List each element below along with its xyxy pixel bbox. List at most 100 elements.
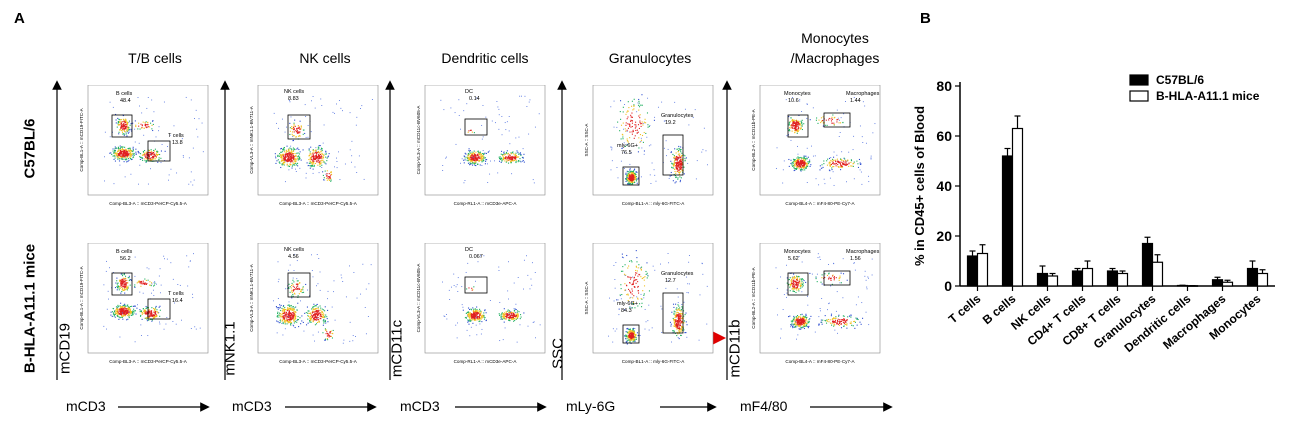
gate-box	[464, 276, 488, 294]
bar-hla	[976, 252, 989, 287]
gate-value: 56.2	[120, 256, 131, 262]
event-dots	[103, 96, 204, 186]
plot-y-axis-label: Comp-BL1-A :: mCD19-FITC-A	[79, 265, 84, 329]
column-title-tb: T/B cells	[128, 50, 182, 66]
event-dots	[273, 96, 373, 183]
gate-name: NK cells	[284, 247, 304, 253]
plot-frame	[424, 243, 546, 354]
y-tick-label: 0	[944, 278, 952, 294]
plot-y-axis-label: Comp-BL2-A :: mCD11b-PE-A	[751, 108, 756, 170]
y-marker-col5: mCD11b	[726, 319, 744, 378]
gate-value: 0.067	[469, 254, 483, 260]
gate-box	[111, 114, 133, 138]
plot-frame	[759, 243, 881, 354]
gate-name: Macrophages	[846, 91, 880, 97]
plot-y-axis-label: Comp-VL3-A :: mNK1.1-BV711-A	[249, 263, 254, 332]
y-tick-label: 40	[936, 178, 952, 194]
gate-box	[787, 114, 809, 138]
gate-name: T cells	[168, 291, 184, 297]
gate-box	[287, 272, 311, 298]
plot-y-axis-label: SSC-A :: SSC-A	[584, 281, 589, 315]
bar-c57	[1036, 272, 1049, 287]
panel-letter-a: A	[14, 10, 25, 27]
plot-frame	[257, 243, 379, 354]
gate-box	[662, 134, 684, 176]
x-marker-col5: mF4/80	[740, 398, 788, 414]
y-tick-label: 60	[936, 128, 952, 144]
gate-value: 1.56	[850, 256, 861, 262]
gate-box	[147, 298, 171, 320]
gate-box	[147, 140, 171, 162]
legend-swatch	[1129, 74, 1149, 86]
plot-x-axis-label: Comp-BL3-A :: mCD3-PerCP-Cy5.5-A	[279, 201, 358, 206]
gate-value: 5.62	[788, 256, 799, 262]
plot-x-axis-label: Comp-RL1-A :: mCD3e-APC-A	[454, 359, 518, 364]
panel-letter-b: B	[920, 10, 931, 27]
plot-frame	[257, 85, 379, 196]
y-marker-col2: mNK1.1	[221, 321, 239, 376]
plot-x-axis-label: Comp-BL4-A :: mF4-80-PE-Cy7-A	[785, 201, 855, 206]
event-dots	[442, 255, 541, 343]
gate-name: mly-6G+	[617, 143, 638, 149]
event-dots	[608, 250, 708, 345]
event-dots	[440, 95, 540, 184]
plot-y-axis-label: Comp-VL3-A :: mCD11c-BV605-A	[416, 263, 421, 333]
column-title-gran: Granulocytes	[608, 50, 692, 66]
gate-value: 13.8	[172, 140, 183, 146]
gate-name: mly-6G+	[617, 301, 638, 307]
x-marker-col2: mCD3	[232, 398, 272, 414]
column-title-mono-line1: Monocytes	[801, 30, 869, 46]
x-marker-col1: mCD3	[66, 398, 106, 414]
x-marker-col3: mCD3	[400, 398, 440, 414]
gate-name: DC	[465, 247, 473, 253]
plot-frame	[592, 85, 714, 196]
plot-x-axis-label: Comp-BL3-A :: mCD3-PerCP-Cy5.5-A	[109, 359, 188, 364]
gate-box	[287, 114, 311, 140]
plot-y-axis-label: Comp-BL1-A :: mCD19-FITC-A	[79, 107, 84, 171]
gate-value: 84.3	[621, 308, 632, 314]
x-marker-col4: mLy-6G	[566, 398, 616, 414]
bar-c57	[1246, 267, 1259, 287]
bar-hla	[1256, 272, 1269, 287]
gate-box	[787, 272, 809, 296]
plot-x-axis-label: Comp-BL3-A :: mCD3-PerCP-Cy5.5-A	[109, 201, 188, 206]
gate-value: 0.14	[469, 96, 480, 102]
bar-c57	[1106, 270, 1119, 287]
legend-swatch	[1129, 90, 1149, 102]
gate-name: Monocytes	[784, 91, 811, 97]
plot-frame	[759, 85, 881, 196]
gate-name: B cells	[116, 249, 132, 255]
bar-hla	[1151, 261, 1164, 287]
gate-box	[823, 270, 851, 286]
bar-c57	[1071, 270, 1084, 287]
gate-name: Granulocytes	[661, 113, 694, 119]
event-dots	[775, 97, 876, 186]
plot-y-axis-label: Comp-BL2-A :: mCD11b-PE-A	[751, 266, 756, 328]
bar-c57	[966, 255, 979, 287]
gate-name: B cells	[116, 91, 132, 97]
gate-box	[823, 112, 851, 128]
plot-x-axis-label: Comp-BL1-A :: mly-6G-FITC-A	[622, 359, 685, 364]
plot-frame	[592, 243, 714, 354]
y-axis-label: % in CD45+ cells of Blood	[912, 106, 927, 266]
gate-name: Macrophages	[846, 249, 880, 255]
gate-name: Monocytes	[784, 249, 811, 255]
event-dots	[103, 253, 201, 343]
plot-y-axis-label: Comp-VL3-A :: mCD11c-BV605-A	[416, 105, 421, 175]
gate-box	[622, 324, 640, 344]
x-tick-label: T cells	[946, 291, 984, 326]
plot-x-axis-label: Comp-BL1-A :: mly-6G-FITC-A	[622, 201, 685, 206]
plot-x-axis-label: Comp-BL4-A :: mF4-80-PE-Cy7-A	[785, 359, 855, 364]
gate-value: 19.2	[665, 120, 676, 126]
plot-frame	[87, 243, 209, 354]
vertical-axis-arrows	[52, 80, 893, 412]
